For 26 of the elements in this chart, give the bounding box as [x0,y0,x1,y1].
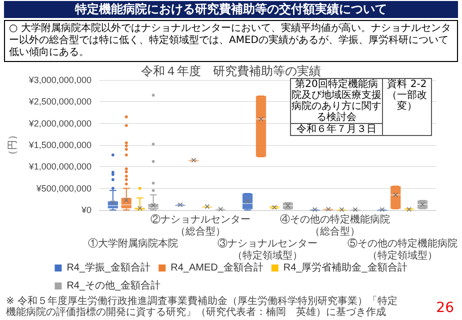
x-tick-label: ⑤その他の特定機能病院（特定領域型） [347,238,458,262]
y-tick-label: ¥1,500,000,000 [28,140,92,150]
text: ※ 令和５年度厚生労働行政推進調査事業費補助金（厚生労働科学特別研究事業）「特定機能病院の評価指標の開発に資する研究」（研究代表者：楠岡 英雄）に基づき作成 [6,296,399,318]
chart-subtitle: 令和４年度 研究費補助等の実績 [141,64,321,78]
legend-label: R4_AMED_金額合計 [170,262,264,274]
annotation: 資料 2-2 [386,79,428,90]
annotation: 第20回特定機能病院及び地域医療支援病院のあり方に関する検討会 [291,79,382,124]
y-axis-title: （円） [8,130,18,160]
legend-label: R4_その他_金額合計 [66,280,161,292]
y-tick-label: ¥500,000,000 [35,183,92,194]
y-tick-label: ¥0 [80,205,92,215]
annotation: （一部改変） [386,90,428,112]
x-tick-label: ①大学附属病院本院 [88,238,178,250]
x-tick-label: ④その他の特定機能病院（総合型） [280,214,390,238]
annotation: 令和６年７月３日 [296,124,378,135]
legend-label: R4_学振_金額合計 [66,262,151,274]
x-tick-label: ②ナショナルセンター（総合型） [150,214,250,238]
x-tick-label: ③ナショナルセンター（特定領域型） [218,238,318,262]
y-tick-label: ¥1,000,000,000 [28,162,92,172]
y-tick-label: ¥2,500,000,000 [28,96,92,107]
text: 26 [436,300,454,316]
legend-label: R4_厚労省補助金_金額合計 [283,262,408,274]
text: ○ 大学附属病院本院以外ではナショナルセンターにおいて、実績平均値が高い。ナショナルセンター以外の総合型では特に低く、特定領域型では、AMEDの実績があるが、学振、厚労科研について低い傾向にある。 [4,20,458,62]
y-tick-label: ¥3,000,000,000 [28,75,92,85]
y-tick-label: ¥2,000,000,000 [28,118,92,128]
chart-title: 特定機能病院における研究費補助等の交付額実績について [4,1,458,18]
